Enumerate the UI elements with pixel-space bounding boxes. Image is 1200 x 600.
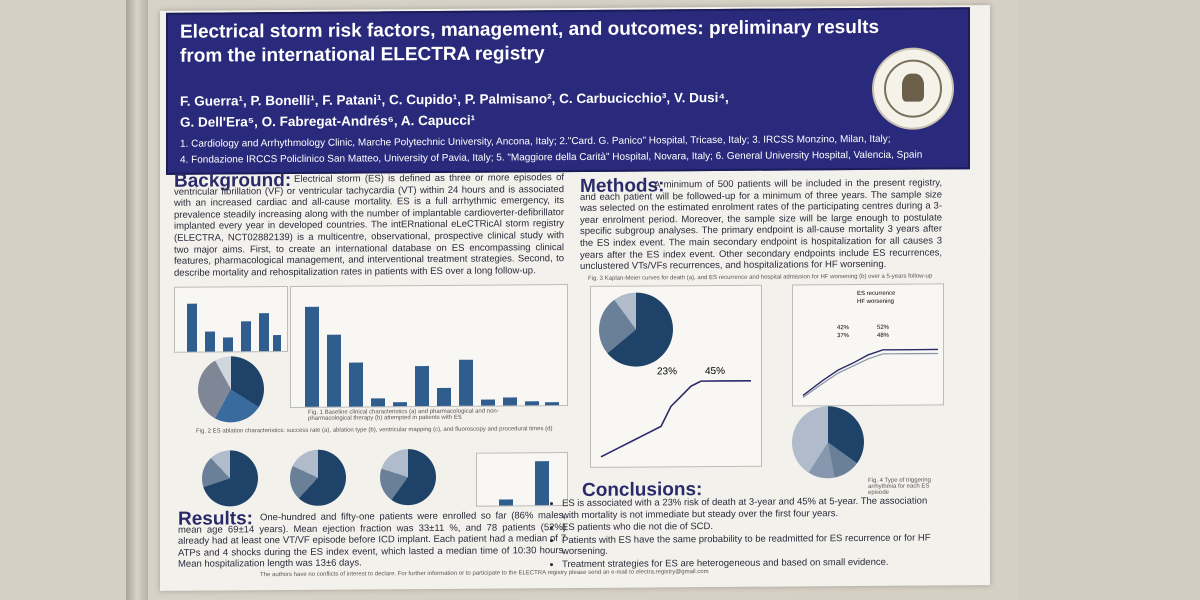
km-b-line-hf — [802, 352, 938, 398]
chart-bar — [525, 401, 539, 406]
fig2c-pie-chart — [380, 448, 436, 506]
left-frame-pole — [126, 0, 148, 600]
fig4-caption: Fig. 4 Type of triggering arrhythmia for… — [868, 477, 931, 496]
conclusions-list: ES is associated with a 23% risk of deat… — [552, 495, 942, 571]
fig1b-bar-chart — [290, 284, 568, 408]
fig1a-bar-chart — [174, 286, 288, 353]
km-5y-label: 45% — [705, 365, 726, 378]
right-frame-pole — [998, 0, 1018, 600]
authors-line-2: G. Dell'Era⁵, O. Fabregat-Andrés⁶, A. Ca… — [180, 112, 476, 130]
chart-bar — [459, 359, 473, 406]
chart-bar — [415, 366, 429, 407]
km-b-val-4: 48% — [877, 332, 890, 339]
conclusion-item: Patients with ES have the same probabili… — [562, 532, 942, 558]
chart-bar — [223, 337, 233, 352]
conclusion-item: ES is associated with a 23% risk of deat… — [562, 495, 942, 521]
title-line-1: Electrical storm risk factors, managemen… — [180, 16, 880, 43]
km-3y-label: 23% — [657, 366, 678, 378]
poster-title: Electrical storm risk factors, managemen… — [180, 16, 880, 69]
km-b-val-3: 52% — [877, 324, 890, 331]
fig2-caption: Fig. 2 ES ablation characteristics: succ… — [196, 426, 553, 435]
km-curve-recurrence: ES recurrence HF worsening 42% 37% 52% 4… — [792, 283, 944, 407]
methods-text: A minimum of 500 patients will be includ… — [580, 177, 942, 273]
left-board — [0, 0, 126, 600]
km-b-legend-1: ES recurrence — [857, 290, 896, 298]
chart-bar — [371, 398, 385, 407]
fig1-caption: Fig. 1 Baseline clinical characteristics… — [308, 408, 499, 422]
chart-bar — [545, 402, 559, 406]
authors: F. Guerra¹, P. Bonelli¹, F. Patani¹, C. … — [180, 86, 880, 133]
chart-bar — [205, 331, 215, 352]
km-curve-death: 23% 45% — [590, 284, 762, 468]
chart-bar — [327, 334, 341, 407]
km-step-line — [600, 379, 751, 458]
fig2b-pie-chart — [290, 449, 346, 506]
affiliations: 1. Cardiology and Arrhythmology Clinic, … — [180, 131, 940, 168]
km-b-legend-2: HF worsening — [857, 298, 895, 306]
chart-bar — [499, 499, 513, 506]
km-b-val-1: 42% — [837, 325, 850, 332]
results-text: One-hundred and fifty-one patients were … — [178, 510, 566, 571]
fig1a-pie-chart — [198, 356, 264, 423]
chart-bar — [481, 399, 495, 406]
chart-bar — [187, 303, 197, 352]
km-b-val-2: 37% — [837, 333, 850, 340]
title-line-2: from the international ELECTRA registry — [180, 43, 545, 67]
chart-bar — [437, 387, 451, 406]
background-text: Electrical storm (ES) is defined as thre… — [174, 172, 564, 279]
km-b-line-es — [802, 348, 938, 396]
chart-bar — [305, 306, 319, 407]
fig4-pie-chart — [792, 405, 864, 479]
fig2a-pie-chart — [202, 450, 258, 507]
chart-bar — [259, 313, 269, 352]
seal-emblem — [902, 73, 924, 102]
km-line — [600, 379, 751, 458]
title-banner: Electrical storm risk factors, managemen… — [166, 7, 970, 175]
chart-bar — [535, 461, 549, 506]
poster: Electrical storm risk factors, managemen… — [160, 5, 990, 591]
chart-bar — [241, 321, 251, 352]
chart-bar — [273, 335, 281, 352]
right-board — [1018, 0, 1200, 600]
chart-bar — [503, 397, 517, 406]
fig3-caption: Fig. 3 Kaplan-Meier curves for death (a)… — [588, 273, 933, 282]
km-b-lines — [802, 348, 938, 398]
chart-bar — [349, 362, 363, 407]
university-seal-logo — [872, 47, 954, 130]
chart-bar — [393, 402, 407, 407]
